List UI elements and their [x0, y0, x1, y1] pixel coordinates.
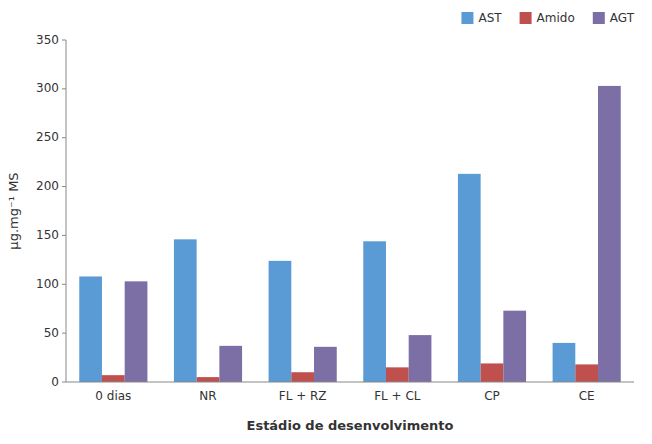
- y-tick-label: 350: [36, 33, 59, 47]
- bar: [269, 261, 292, 382]
- y-tick: [62, 186, 66, 187]
- y-tick: [62, 235, 66, 236]
- x-tick-label: CE: [579, 389, 595, 403]
- bar: [386, 367, 409, 382]
- x-tick-label: 0 dias: [95, 389, 131, 403]
- bar: [174, 239, 197, 382]
- y-axis-label: µg.mg⁻¹ MS: [6, 172, 21, 249]
- chart-container: 0 50 100 150 200 250 300 350 0 dias NR FL + RZ FL +…: [0, 0, 652, 444]
- y-tick: [62, 333, 66, 334]
- y-tick: [62, 40, 66, 41]
- bar: [125, 281, 148, 382]
- legend-swatch: [593, 12, 605, 24]
- y-tick: [62, 88, 66, 89]
- y-axis-line: [66, 40, 67, 382]
- y-tick-label: 0: [51, 375, 59, 389]
- bar: [102, 375, 125, 382]
- legend-label: AGT: [610, 11, 635, 25]
- chart-svg: 0 50 100 150 200 250 300 350 0 dias NR FL + RZ FL +…: [0, 0, 652, 444]
- bars: [79, 86, 620, 382]
- x-tick-label: FL + RZ: [279, 389, 327, 403]
- legend-label: Amido: [537, 11, 575, 25]
- bar: [363, 241, 386, 382]
- x-tick-label: CP: [484, 389, 500, 403]
- legend-label: AST: [478, 11, 502, 25]
- legend: AST Amido AGT: [461, 11, 634, 25]
- legend-swatch: [461, 12, 473, 24]
- bar: [219, 346, 242, 382]
- x-axis-label: Estádio de desenvolvimento: [247, 418, 454, 433]
- x-tick-label: NR: [199, 389, 216, 403]
- bar: [481, 363, 504, 382]
- y-tick-label: 150: [36, 228, 59, 242]
- bar: [458, 174, 481, 382]
- legend-item: AGT: [593, 11, 635, 25]
- y-tick: [62, 382, 66, 383]
- y-tick: [62, 137, 66, 138]
- y-tick-label: 300: [36, 81, 59, 95]
- bar: [409, 335, 432, 382]
- y-tick: [62, 284, 66, 285]
- y-tick-label: 100: [36, 277, 59, 291]
- axes: 0 50 100 150 200 250 300 350 0 dias NR FL + RZ FL +…: [36, 33, 634, 404]
- y-tick-label: 200: [36, 179, 59, 193]
- x-tick-label: FL + CL: [374, 389, 421, 403]
- x-axis-line: [66, 382, 634, 383]
- y-tick-label: 250: [36, 130, 59, 144]
- bar: [291, 372, 314, 382]
- bar: [553, 343, 576, 382]
- legend-item: Amido: [520, 11, 575, 25]
- bar: [503, 311, 526, 382]
- bar: [79, 276, 102, 382]
- legend-item: AST: [461, 11, 502, 25]
- legend-swatch: [520, 12, 532, 24]
- bar: [197, 377, 220, 382]
- bar: [314, 347, 337, 382]
- y-tick-label: 50: [44, 326, 59, 340]
- bar: [575, 364, 598, 382]
- bar: [598, 86, 621, 382]
